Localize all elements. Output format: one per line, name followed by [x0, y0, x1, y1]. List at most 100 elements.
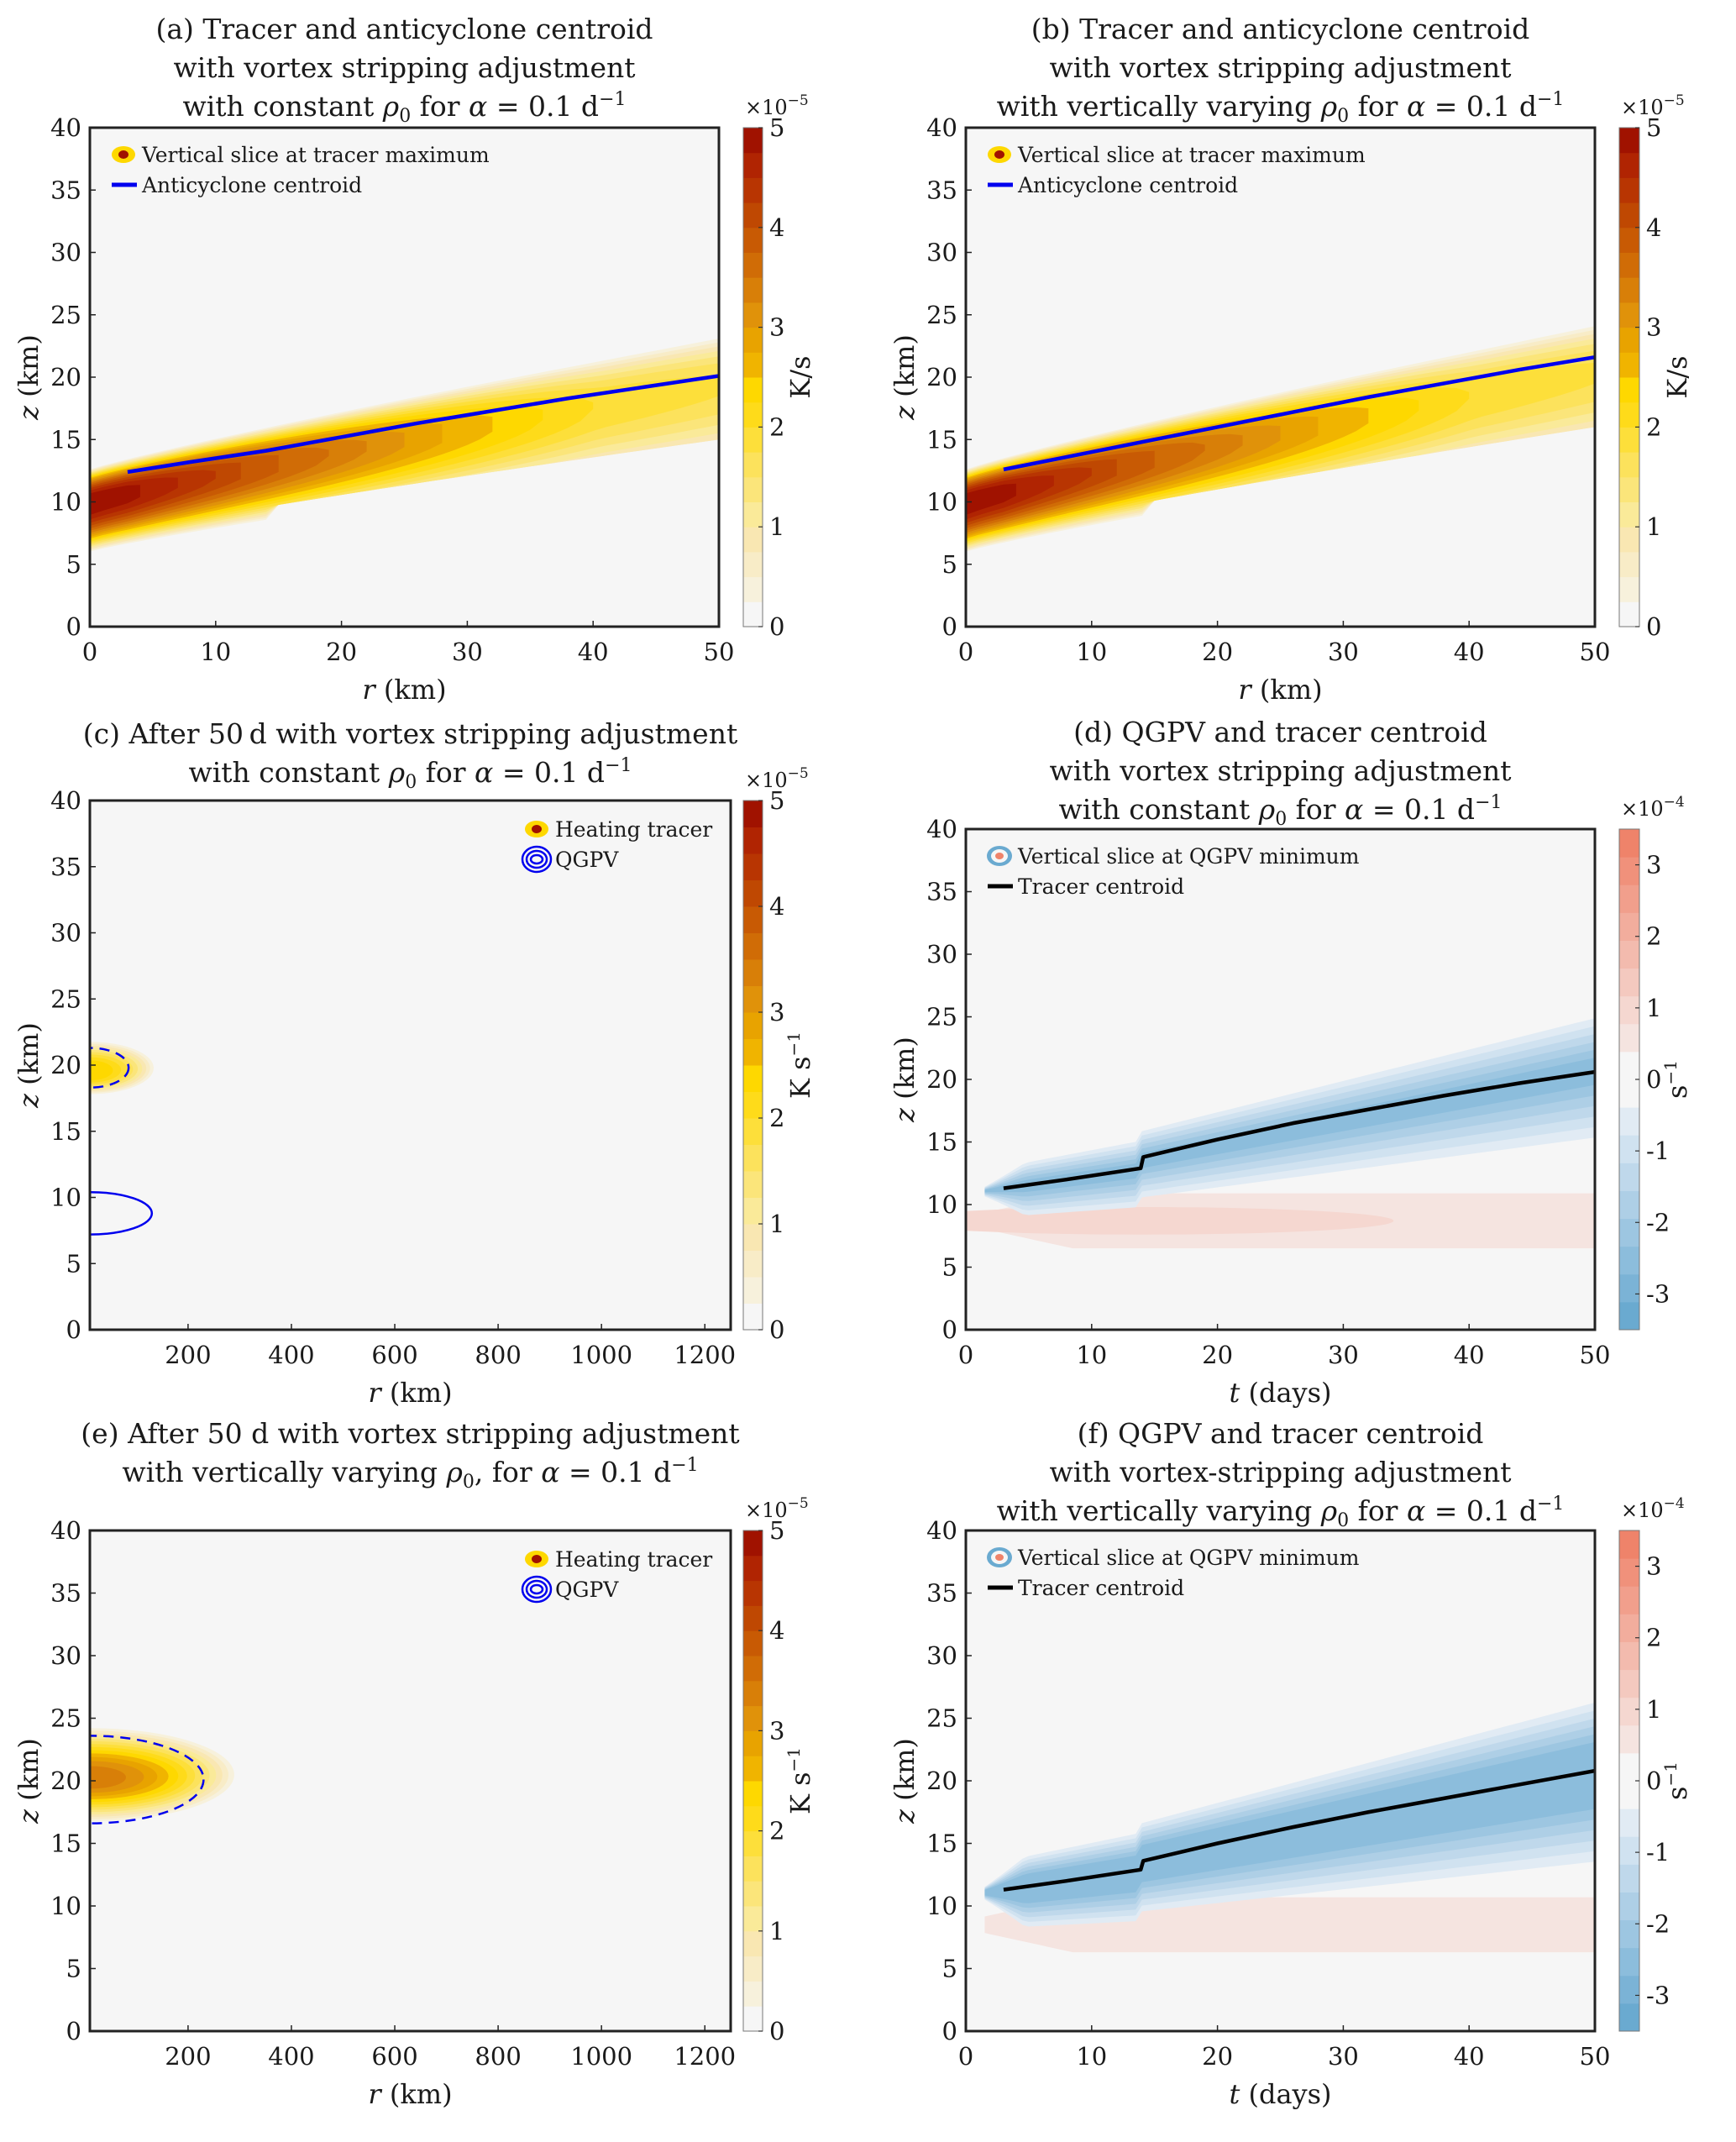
colorbar-multiplier-base: ×10: [1621, 1499, 1664, 1522]
colorbar-band: [1619, 1107, 1639, 1136]
y-tick-label: 25: [50, 301, 81, 329]
x-tick-label: 20: [326, 638, 357, 666]
colorbar-band: [1619, 527, 1639, 553]
colorbar-band: [1619, 1892, 1639, 1921]
title-alpha-symbol: α: [1345, 793, 1363, 826]
colorbar-band: [1619, 1051, 1639, 1080]
field-layer: [90, 1728, 234, 1824]
x-tick-label: 600: [371, 1341, 417, 1369]
legend: Heating tracer QGPV: [521, 1547, 712, 1604]
colorbar-band: [1619, 252, 1639, 278]
colorbar-band: [1619, 476, 1639, 502]
colorbar-label-unit: K/s: [784, 355, 816, 398]
colorbar-band: [1619, 968, 1639, 997]
y-tick-label: 30: [926, 239, 957, 267]
legend-label: Vertical slice at QGPV minimum: [1017, 844, 1360, 869]
title-rho-symbol: ρ: [1320, 1494, 1338, 1527]
colorbar-tick-label: 3: [1646, 1552, 1661, 1581]
pv-negative-level: [984, 1741, 1595, 1903]
x-axis-variable: r: [368, 1377, 382, 1409]
y-tick-label: 20: [50, 1767, 81, 1795]
y-tick-label: 0: [66, 1315, 81, 1344]
colorbar-band: [743, 402, 763, 428]
colorbar-tick-label: 3: [769, 1716, 784, 1745]
colorbar-band: [743, 1906, 763, 1932]
colorbar-band: [743, 1144, 763, 1172]
y-tick-label: 5: [66, 550, 81, 579]
colorbar-band: [1619, 1163, 1639, 1191]
y-tick-label: 15: [926, 1830, 957, 1858]
y-axis-label: z (km): [889, 1037, 920, 1123]
title-superscript: −1: [1537, 89, 1564, 110]
y-tick-label: 35: [926, 1579, 957, 1608]
x-tick-label: 40: [1454, 2042, 1485, 2071]
colorbar-band: [743, 1930, 763, 1957]
legend-label: Vertical slice at tracer maximum: [141, 143, 490, 167]
title-rho-symbol: ρ: [388, 756, 406, 789]
y-tick-label: 10: [926, 1190, 957, 1219]
x-axis-variable: t: [1229, 1377, 1240, 1409]
title-text: = 0.1 d: [1425, 1494, 1537, 1527]
panel-title-line3: with vertically varying ρ0 for α = 0.1 d…: [997, 1494, 1565, 1531]
y-tick-label: 5: [942, 550, 957, 579]
colorbar-band: [743, 1856, 763, 1882]
centroid-line: [1003, 1069, 1595, 1190]
colorbar-tick-label: 0: [769, 612, 784, 641]
x-axis-variable: r: [362, 674, 376, 706]
concentric-rings-icon: [525, 1579, 548, 1599]
legend: Vertical slice at QGPV minimum Tracer cen…: [987, 1546, 1360, 1600]
y-tick-label: 10: [926, 488, 957, 517]
colorbar-band: [743, 1805, 763, 1832]
x-tick-label: 30: [1328, 638, 1359, 666]
colorbar-band: [743, 932, 763, 960]
colorbar-tick-label: -1: [1646, 1137, 1670, 1165]
colorbar-band: [743, 1277, 763, 1304]
colorbar-band: [743, 827, 763, 854]
colorbar-tick-label: -1: [1646, 1838, 1670, 1866]
title-subscript: 0: [399, 106, 411, 127]
colorbar-band: [743, 576, 763, 602]
centroid-line: [1003, 355, 1595, 472]
y-axis-variable: z: [889, 405, 920, 421]
colorbar: 0 1 2 3 4 5×10−5 K/s: [1618, 92, 1693, 641]
centroid-line: [127, 374, 719, 475]
colorbar-label: s−1: [1660, 1761, 1693, 1800]
colorbar-tick-label: -3: [1646, 1279, 1670, 1308]
legend-label: Vertical slice at tracer maximum: [1017, 143, 1366, 167]
colorbar-band: [743, 327, 763, 353]
qgpv-contour-solid: [90, 1190, 154, 1236]
title-subscript: 0: [463, 1472, 475, 1493]
colorbar-band: [743, 2006, 763, 2032]
colorbar-multiplier-exponent: −5: [788, 1495, 809, 1512]
colorbar-band: [743, 352, 763, 378]
y-axis-label: z (km): [13, 1738, 45, 1824]
title-text: with constant: [182, 90, 382, 123]
title-rho-symbol: ρ: [445, 1456, 463, 1488]
x-axis-unit: (km): [381, 1377, 453, 1409]
colorbar-tick-label: 2: [769, 1104, 784, 1132]
field-layer: [90, 1042, 154, 1236]
x-tick-label: 10: [1076, 1341, 1107, 1369]
colorbar-band: [1619, 1919, 1639, 1949]
y-tick-label: 15: [50, 1117, 81, 1146]
title-text: for: [411, 90, 469, 123]
colorbar-label-unit: K s: [784, 1056, 816, 1099]
x-tick-label: 50: [1580, 2042, 1611, 2071]
x-tick-label: 400: [268, 2042, 314, 2071]
panel-b: (b) Tracer and anticyclone centroid with …: [889, 13, 1693, 706]
y-axis-unit: (km): [13, 1738, 45, 1809]
colorbar-band: [1619, 1781, 1639, 1809]
plot-area: [90, 801, 731, 1330]
colorbar-multiplier-exponent: −5: [1664, 92, 1685, 109]
panel-f: (f) QGPV and tracer centroid with vortex-…: [889, 1417, 1693, 2110]
y-tick-label: 25: [50, 1704, 81, 1733]
colorbar-band: [743, 1680, 763, 1707]
colorbar-band: [1619, 501, 1639, 528]
title-subscript: 0: [405, 772, 417, 793]
colorbar-multiplier-exponent: −4: [1664, 794, 1685, 811]
colorbar-band: [1619, 940, 1639, 969]
colorbar-tick-label: 3: [769, 998, 784, 1026]
colorbar-band: [1619, 1809, 1639, 1837]
y-tick-label: 30: [50, 919, 81, 948]
y-tick-label: 25: [926, 1704, 957, 1733]
